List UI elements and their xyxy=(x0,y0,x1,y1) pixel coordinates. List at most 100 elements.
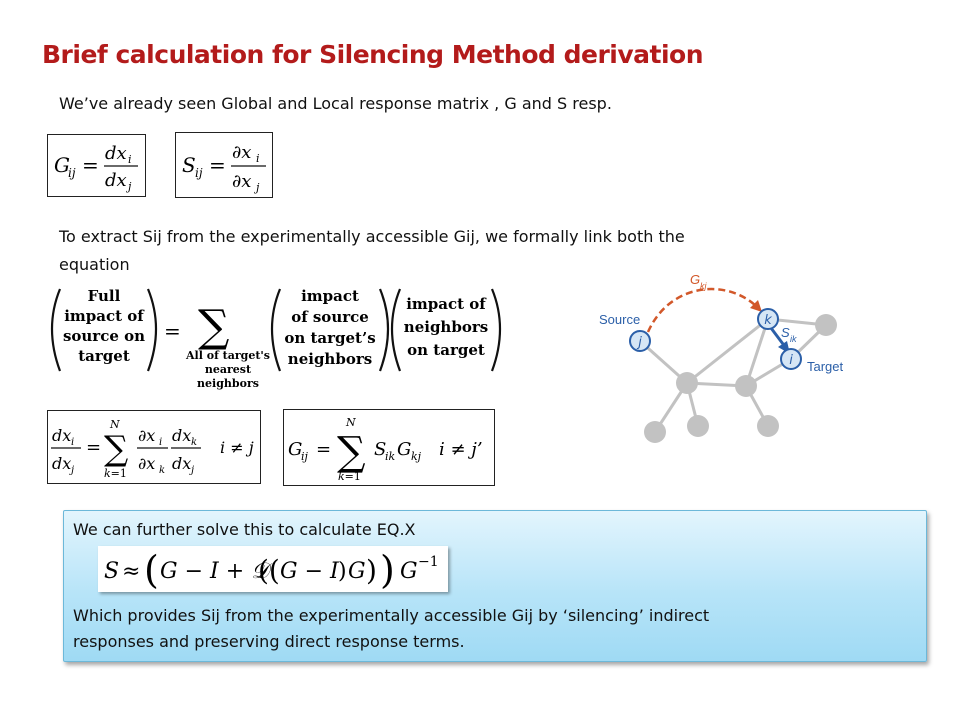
svg-text:i: i xyxy=(71,437,74,448)
sum-label-2: neighbors xyxy=(197,377,259,390)
svg-text:j: j xyxy=(253,181,260,194)
svg-text:((: (( xyxy=(258,554,280,587)
svg-text:j: j xyxy=(189,465,194,476)
silencing-equation: S ≈ ( G − I + 𝒟 (( G − I ) G ) ) G −1 xyxy=(98,546,448,592)
silencing-formula: S ≈ ( G − I + 𝒟 (( G − I ) G ) ) G −1 xyxy=(104,548,439,592)
s-subscript: ik xyxy=(790,334,797,344)
svg-text:i: i xyxy=(159,437,162,448)
svg-text:G − I + 𝒟: G − I + 𝒟 xyxy=(160,559,273,584)
word-equals: = xyxy=(164,319,181,343)
term-neighbors-line-2: on target xyxy=(407,341,485,359)
global-response-equation: G ij = dx i dx j xyxy=(47,134,146,197)
svg-text:dx: dx xyxy=(172,454,191,473)
svg-text:dx: dx xyxy=(52,426,71,445)
svg-text:ik: ik xyxy=(385,450,396,463)
callout-desc-line2: responses and preserving direct response… xyxy=(73,632,465,651)
svg-text:): ) xyxy=(380,548,395,592)
term-source-line-3: neighbors xyxy=(288,350,372,368)
node-j: j xyxy=(629,330,651,352)
network-gray-nodes xyxy=(644,314,837,443)
extract-text-line1: To extract Sij from the experimentally a… xyxy=(59,227,685,246)
sum-label-1: nearest xyxy=(205,363,252,376)
term-full-line-0: Full xyxy=(88,287,121,305)
derivative-sum-formula: dx i dx j = N ∑ k=1 ∂x i ∂x k dx k dx j … xyxy=(51,418,254,480)
svg-text:i ≠ j’: i ≠ j’ xyxy=(439,439,483,460)
svg-text:): ) xyxy=(338,559,347,584)
svg-text:=: = xyxy=(86,437,101,458)
svg-text:N: N xyxy=(345,416,356,429)
svg-text:dx: dx xyxy=(172,426,191,445)
svg-text:k: k xyxy=(764,313,772,328)
svg-text:G: G xyxy=(288,439,302,460)
extract-text-line2: equation xyxy=(59,255,130,274)
svg-text:=: = xyxy=(209,153,226,177)
svg-text:G: G xyxy=(54,153,70,177)
callout-box: We can further solve this to calculate E… xyxy=(63,510,927,662)
svg-text:k=1: k=1 xyxy=(338,470,361,483)
svg-text:≈: ≈ xyxy=(122,559,140,584)
svg-text:kj: kj xyxy=(411,450,422,463)
g-arrowhead xyxy=(750,300,762,312)
svg-text:): ) xyxy=(366,554,377,587)
local-response-equation: S ij = ∂x i ∂x j xyxy=(175,132,273,198)
derivative-sum-equation: dx i dx j = N ∑ k=1 ∂x i ∂x k dx k dx j … xyxy=(47,410,261,484)
g-label: G xyxy=(690,272,700,287)
word-equation-graphic: Full impact of source on target = ∑ All … xyxy=(50,287,502,390)
svg-text:G: G xyxy=(400,559,418,584)
term-full-line-2: source on xyxy=(63,327,145,345)
source-label: Source xyxy=(599,312,640,327)
sigma-symbol: ∑ xyxy=(198,301,229,352)
term-source-line-1: of source xyxy=(291,308,369,326)
svg-text:i: i xyxy=(256,152,260,165)
word-equation: Full impact of source on target = ∑ All … xyxy=(48,283,508,393)
g-path-arrow xyxy=(646,287,761,333)
term-neighbors-line-0: impact of xyxy=(406,295,487,313)
svg-text:dx: dx xyxy=(105,170,127,191)
node-i: i xyxy=(780,348,802,370)
global-local-link-equation: G ij = N ∑ k=1 S ik G kj i ≠ j’ xyxy=(283,409,495,486)
term-neighbors-line-1: neighbors xyxy=(404,318,488,336)
svg-text:i ≠ j: i ≠ j xyxy=(220,438,254,457)
callout-desc-line1: Which provides Sij from the experimental… xyxy=(73,606,710,625)
svg-text:∑: ∑ xyxy=(337,429,366,475)
svg-text:∂x: ∂x xyxy=(138,426,155,445)
svg-text:j: j xyxy=(69,465,74,476)
network-diagram: j k i Source Target G kj S ik xyxy=(590,262,870,452)
term-full-line-3: target xyxy=(78,347,130,365)
svg-text:G: G xyxy=(348,559,366,584)
term-source-line-0: impact xyxy=(301,287,359,305)
svg-text:dx: dx xyxy=(52,454,71,473)
intro-text: We’ve already seen Global and Local resp… xyxy=(59,94,612,113)
svg-text:dx: dx xyxy=(105,143,127,164)
s-label: S xyxy=(781,325,790,340)
svg-text:S: S xyxy=(374,439,386,460)
svg-text:∑: ∑ xyxy=(104,429,128,469)
svg-text:ij: ij xyxy=(195,166,203,180)
svg-text:j: j xyxy=(125,180,132,193)
svg-text:=: = xyxy=(316,439,331,460)
svg-text:k: k xyxy=(159,465,165,476)
svg-text:−1: −1 xyxy=(418,554,439,570)
svg-text:∂x: ∂x xyxy=(232,171,251,192)
svg-text:G: G xyxy=(397,439,411,460)
node-k: k xyxy=(757,308,779,330)
svg-text:N: N xyxy=(109,418,120,431)
slide-title: Brief calculation for Silencing Method d… xyxy=(42,40,704,69)
term-full-line-1: impact of xyxy=(64,307,145,325)
g-subscript: kj xyxy=(700,281,708,291)
svg-text:S: S xyxy=(182,153,196,177)
svg-text:ij: ij xyxy=(301,450,309,463)
svg-text:∂x: ∂x xyxy=(232,142,251,163)
svg-text:i: i xyxy=(789,353,793,368)
svg-text:G − I: G − I xyxy=(280,559,340,584)
term-source-line-2: on target’s xyxy=(284,329,375,347)
svg-text:j: j xyxy=(636,335,642,350)
svg-text:∂x: ∂x xyxy=(138,454,155,473)
svg-text:S: S xyxy=(104,559,119,584)
svg-text:k=1: k=1 xyxy=(104,467,127,480)
svg-text:i: i xyxy=(128,153,132,166)
svg-text:(: ( xyxy=(144,548,159,592)
network-edges xyxy=(639,317,828,433)
global-response-formula: G ij = dx i dx j xyxy=(54,143,138,193)
svg-text:ij: ij xyxy=(68,166,76,180)
